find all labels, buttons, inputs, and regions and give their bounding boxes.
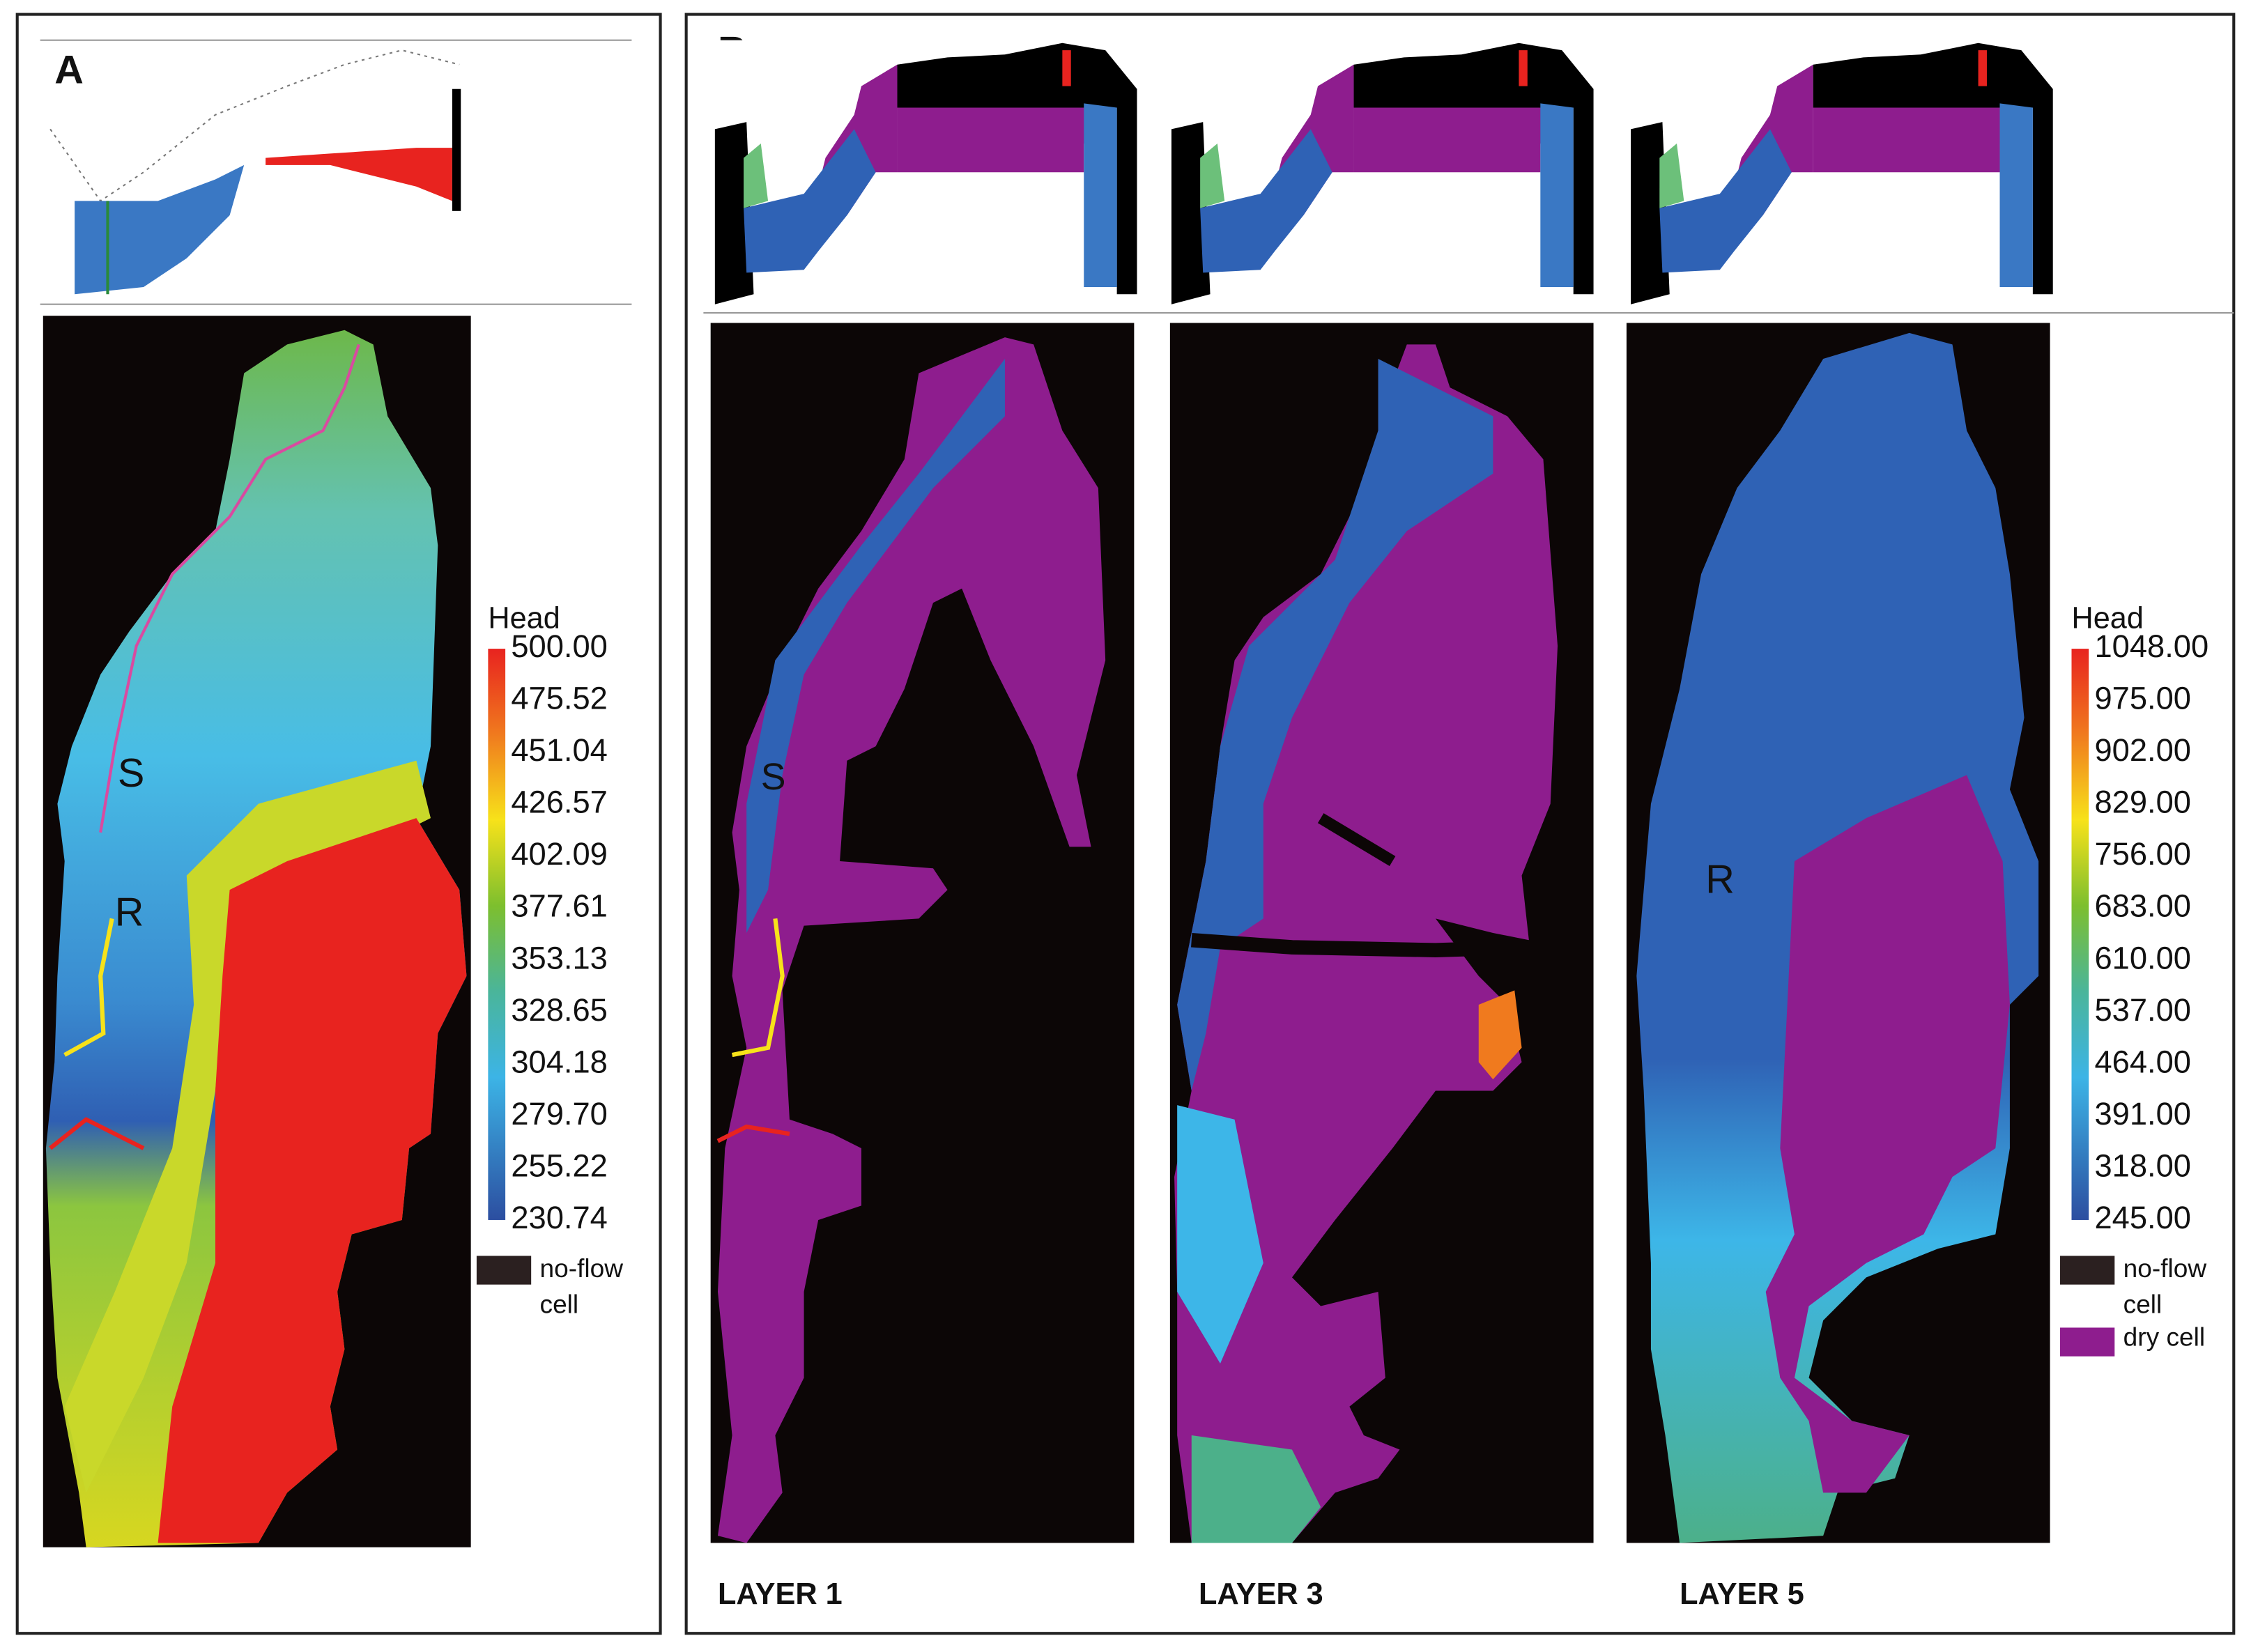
legend-value: 391.00 xyxy=(2094,1096,2191,1132)
no-flow-swatch xyxy=(2060,1256,2115,1285)
cross-section-b xyxy=(1171,40,1595,306)
legend-text: no-flow xyxy=(2123,1253,2207,1283)
legend-value: 255.22 xyxy=(511,1148,608,1183)
legend-value: 902.00 xyxy=(2094,732,2191,768)
layer-label: LAYER 1 xyxy=(718,1577,843,1611)
map-a: S R xyxy=(43,316,471,1547)
legend-value: 245.00 xyxy=(2094,1200,2191,1235)
legend-value: 537.00 xyxy=(2094,992,2191,1028)
map-layer-5: R xyxy=(1626,323,2050,1543)
legend-value: 328.65 xyxy=(511,992,608,1028)
map-label: S xyxy=(761,757,786,798)
legend-value: 318.00 xyxy=(2094,1148,2191,1183)
cross-section-b xyxy=(714,40,1139,306)
legend-value: 475.52 xyxy=(511,681,608,716)
no-flow-swatch xyxy=(476,1256,532,1285)
map-label: S xyxy=(118,751,144,796)
legend-value: 353.13 xyxy=(511,940,608,975)
legend-value: 464.00 xyxy=(2094,1044,2191,1079)
legend-value: 451.04 xyxy=(511,732,608,768)
legend-value: 1048.00 xyxy=(2094,628,2208,664)
legend-value: 500.00 xyxy=(511,628,608,664)
legend-title: Head xyxy=(2072,601,2144,635)
legend-text: no-flow xyxy=(540,1253,624,1283)
legend-value: 230.74 xyxy=(511,1200,608,1235)
color-bar xyxy=(2071,649,2089,1220)
legend-value: 829.00 xyxy=(2094,785,2191,820)
legend-value: 426.57 xyxy=(511,785,608,820)
layer-label: LAYER 3 xyxy=(1199,1577,1323,1611)
legend-title: Head xyxy=(488,601,560,635)
legend-text: cell xyxy=(2123,1289,2162,1318)
map-layer-1: S xyxy=(710,323,1135,1543)
map-layer-3 xyxy=(1169,323,1594,1543)
map-label: R xyxy=(1705,857,1735,902)
legend-text: dry cell xyxy=(2123,1322,2205,1352)
legend-value: 304.18 xyxy=(511,1044,608,1079)
legend-value: 610.00 xyxy=(2094,940,2191,975)
layer-label: LAYER 5 xyxy=(1680,1577,1804,1611)
color-bar xyxy=(488,649,506,1220)
cross-section-a xyxy=(40,39,632,305)
legend-value: 402.09 xyxy=(511,836,608,872)
legend-value: 756.00 xyxy=(2094,836,2191,872)
map-label: R xyxy=(115,890,144,935)
legend-value: 683.00 xyxy=(2094,888,2191,924)
dry-swatch xyxy=(2060,1327,2115,1357)
panel-a-frame xyxy=(15,13,662,1635)
legend-value: 377.61 xyxy=(511,888,608,924)
cross-section-b xyxy=(1631,40,2054,306)
legend-value: 975.00 xyxy=(2094,681,2191,716)
legend-value: 279.70 xyxy=(511,1096,608,1132)
panel-b-frame xyxy=(684,13,2236,1635)
panel-label: A xyxy=(54,47,84,92)
legend-text: cell xyxy=(540,1289,579,1318)
